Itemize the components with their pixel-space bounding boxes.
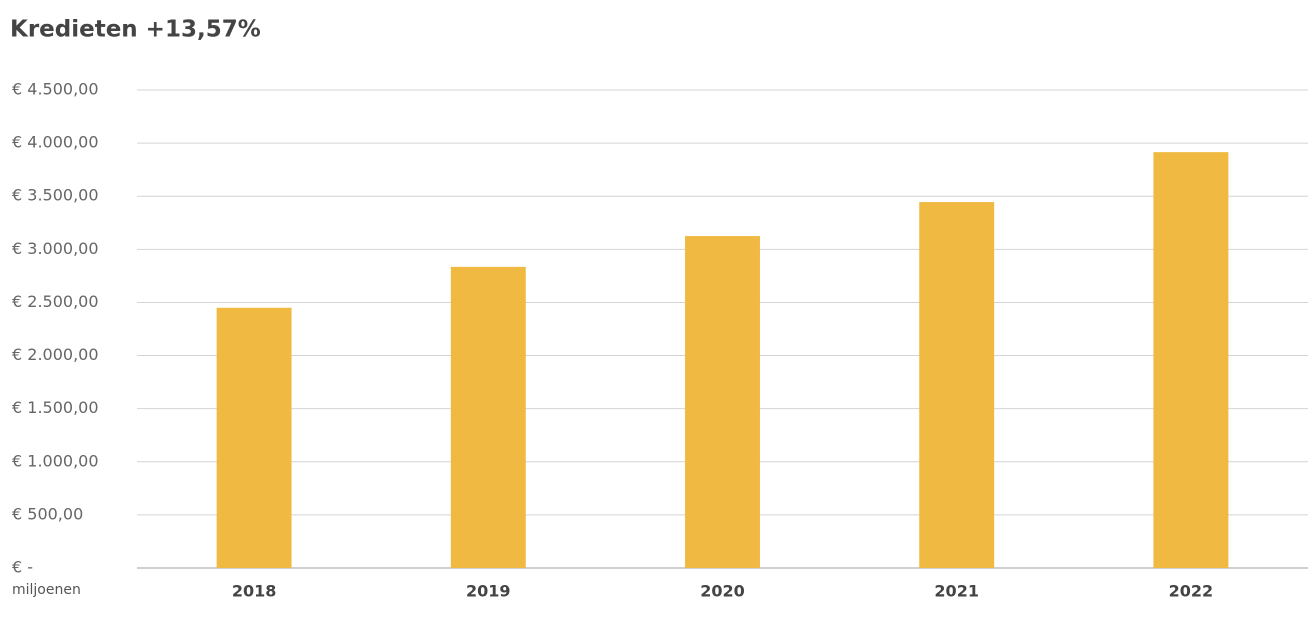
x-tick-label: 2018 <box>232 582 277 601</box>
y-tick-label: € 500,00 <box>12 504 83 523</box>
chart-title: Kredieten +13,57% <box>10 17 261 43</box>
x-tick-label: 2019 <box>466 582 511 601</box>
bar <box>1153 152 1229 568</box>
y-tick-label: € 2.000,00 <box>12 345 99 364</box>
y-tick-label: € 2.500,00 <box>12 292 99 311</box>
x-tick-label: 2022 <box>1169 582 1214 601</box>
y-tick-label: € 1.500,00 <box>12 398 99 417</box>
bar <box>685 236 760 569</box>
bar <box>216 307 292 568</box>
y-tick-label: € 4.000,00 <box>12 133 99 152</box>
x-tick-label: 2020 <box>700 582 745 601</box>
y-tick-label: € - <box>12 558 33 577</box>
bar <box>450 266 526 568</box>
y-tick-label: € 3.500,00 <box>12 186 99 205</box>
y-tick-label: € 1.000,00 <box>12 451 99 470</box>
y-tick-label: € 4.500,00 <box>12 80 99 99</box>
bar <box>919 202 995 568</box>
y-tick-label: € 3.000,00 <box>12 239 99 258</box>
y-axis-unit: miljoenen <box>12 582 81 598</box>
x-tick-label: 2021 <box>934 582 979 601</box>
